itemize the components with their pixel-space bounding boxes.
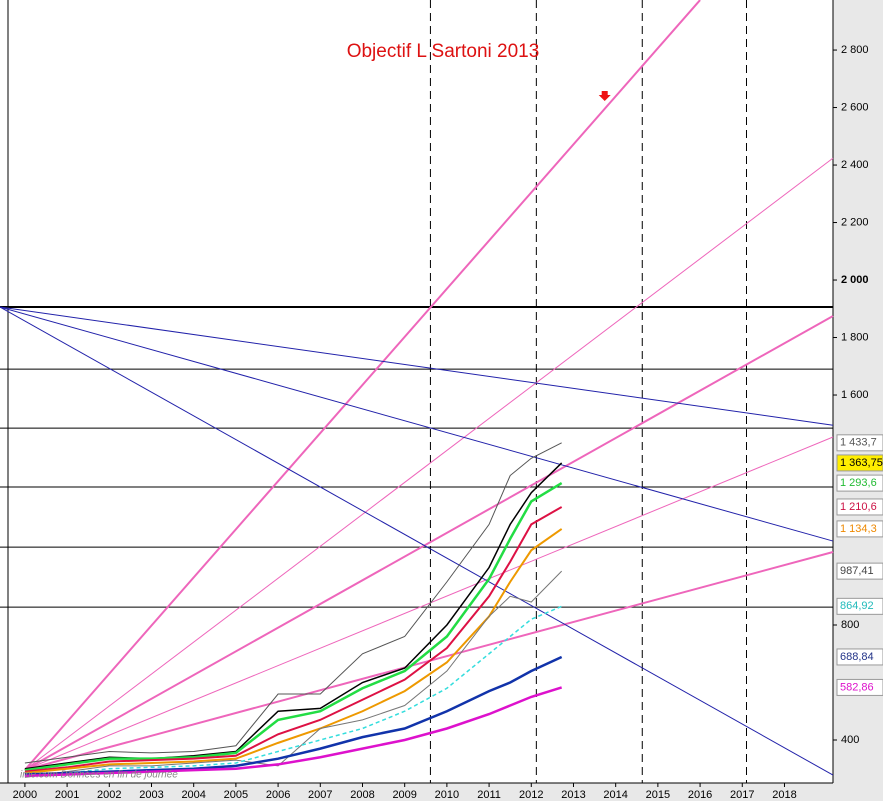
value-label-box (836, 597, 883, 615)
value-label-text: 864,92 (840, 600, 874, 612)
value-label-text: 1 433,7 (840, 437, 877, 449)
y-tick-label: 2 000 (841, 274, 869, 286)
x-tick-label: 2016 (688, 789, 712, 801)
series-line (24, 482, 563, 772)
x-tick-label: 2018 (772, 789, 796, 801)
right-axis-area (833, 0, 883, 801)
watermark: ime.com Données en fin de journée (20, 770, 178, 781)
series-line (24, 570, 563, 778)
series-line (24, 605, 562, 777)
value-label-text: 582,86 (840, 681, 874, 693)
value-label-text: 688,84 (840, 651, 874, 663)
fan-line (24, 315, 834, 771)
value-label-text: 1 134,3 (840, 523, 877, 535)
fan-line (0, 306, 834, 426)
x-tick-label: 2010 (435, 789, 459, 801)
series-line (24, 442, 562, 764)
value-label: 688,84 (836, 648, 883, 666)
y-tick-label: 1 600 (841, 389, 869, 401)
value-label: 582,86 (836, 678, 883, 696)
x-tick-label: 2017 (730, 789, 754, 801)
series-line (24, 506, 563, 773)
x-tick-label: 2014 (603, 789, 627, 801)
value-label: 1 134,3 (836, 520, 883, 538)
marker-arrow (598, 91, 611, 102)
value-label: 864,92 (836, 597, 883, 615)
value-label: 987,41 (836, 562, 883, 580)
y-tick-label: 400 (841, 734, 859, 746)
y-tick-label: 800 (841, 619, 859, 631)
x-tick-label: 2011 (477, 789, 501, 801)
fan-line (24, 157, 834, 771)
x-tick-label: 2006 (266, 789, 290, 801)
x-tick-label: 2005 (224, 789, 248, 801)
x-tick-label: 2000 (13, 789, 37, 801)
y-tick-label: 2 800 (841, 44, 869, 56)
fan-line (0, 306, 834, 776)
y-tick-label: 1 800 (841, 331, 869, 343)
fan-line (0, 306, 834, 542)
y-tick-label: 2 600 (841, 101, 869, 113)
series-line (24, 686, 563, 778)
x-tick-label: 2002 (97, 789, 121, 801)
fan-line (24, 0, 701, 771)
value-label-box (836, 454, 883, 472)
value-label-text: 987,41 (840, 565, 874, 577)
value-label: 1 293,6 (836, 474, 883, 492)
bottom-axis-area (0, 783, 883, 801)
series-line (24, 462, 563, 770)
value-label: 1 433,7 (836, 434, 883, 452)
value-label-text: 1 363,75 (840, 457, 883, 469)
x-tick-label: 2003 (139, 789, 163, 801)
series-line (24, 655, 563, 776)
value-label-text: 1 210,6 (840, 501, 877, 513)
x-tick-label: 2007 (308, 789, 332, 801)
x-tick-label: 2004 (181, 789, 205, 801)
chart-title: Objectif L Sartoni 2013 (347, 41, 540, 62)
value-label: 1 363,75 (836, 454, 883, 472)
value-label-box (836, 474, 883, 492)
value-label-text: 1 293,6 (840, 477, 877, 489)
value-label-box (836, 562, 883, 580)
x-tick-label: 2015 (646, 789, 670, 801)
plot (0, 0, 834, 783)
x-tick-label: 2001 (55, 789, 79, 801)
x-tick-label: 2009 (392, 789, 416, 801)
value-label-box (836, 498, 883, 516)
value-label-box (836, 678, 883, 696)
value-label-box (836, 520, 883, 538)
value-label: 1 210,6 (836, 498, 883, 516)
value-label-box (836, 434, 883, 452)
x-tick-label: 2012 (519, 789, 543, 801)
x-tick-label: 2008 (350, 789, 374, 801)
value-label-box (836, 648, 883, 666)
y-tick-label: 2 400 (841, 159, 869, 171)
fan-line (24, 436, 834, 771)
y-tick-label: 2 200 (841, 216, 869, 228)
x-tick-label: 2013 (561, 789, 585, 801)
